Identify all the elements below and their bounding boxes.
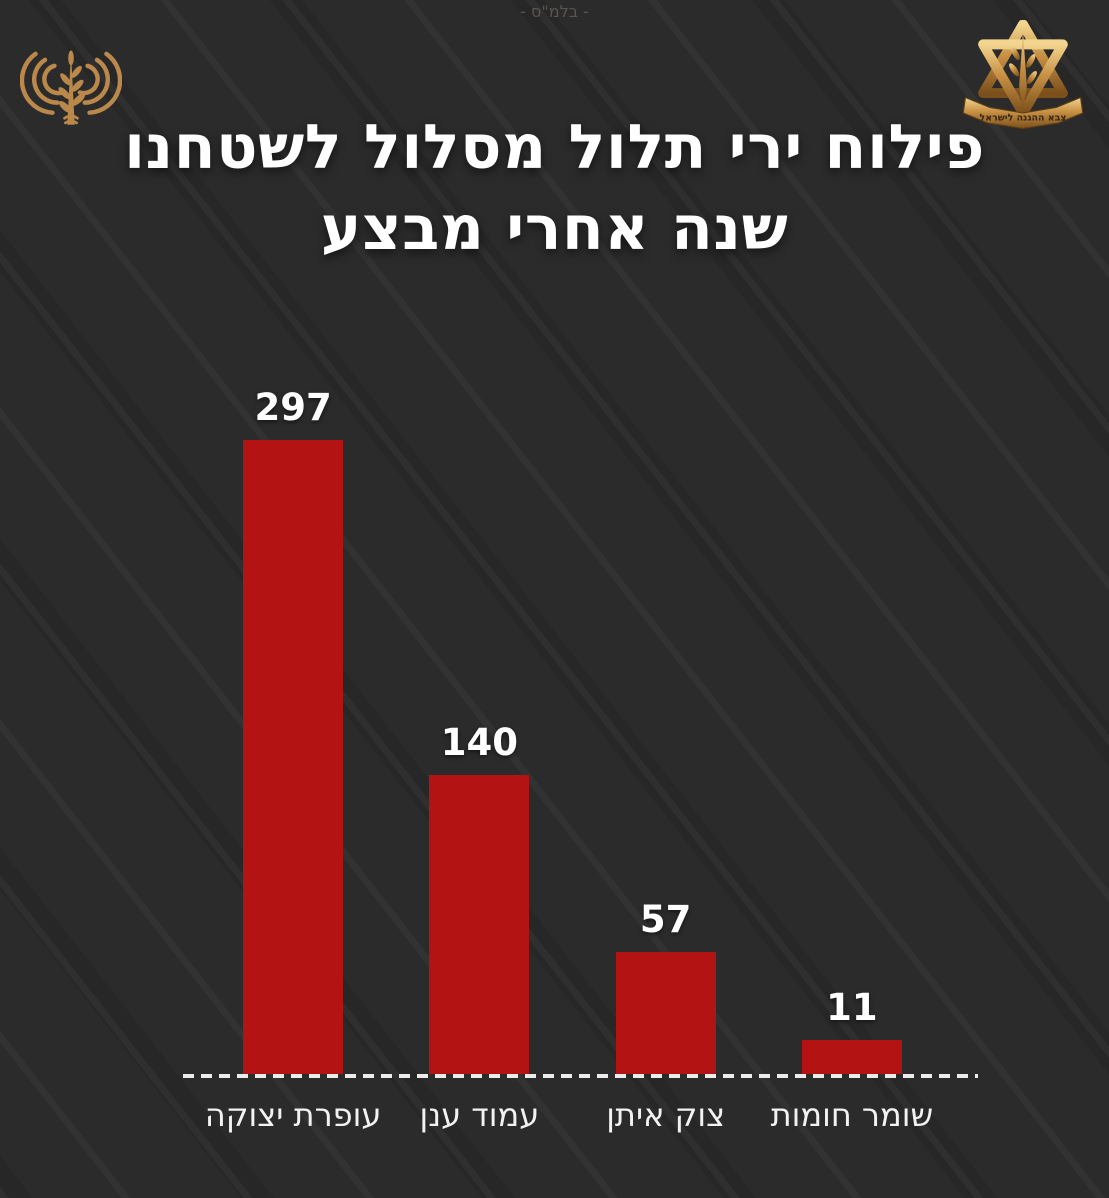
title-line-1: פילוח ירי תלול מסלול לשטחנו — [124, 112, 985, 183]
category-label: עופרת יצוקה — [204, 1096, 382, 1134]
category-label: צוק איתן — [606, 1096, 726, 1134]
axis-baseline — [183, 1074, 978, 1078]
bars-row: 297 140 57 11 — [200, 386, 945, 1074]
antenna-waves-icon — [20, 50, 122, 125]
bar-slot: 297 — [200, 386, 386, 1074]
idf-emblem-logo: צבא ההגנה לישראל — [950, 20, 1096, 144]
bar-slot: 11 — [759, 986, 945, 1074]
classification-text: - בלמ"ס - — [520, 2, 589, 21]
category-label: שומר חומות — [770, 1096, 934, 1134]
title-line-2: שנה אחרי מבצע — [320, 192, 789, 264]
bar-value-label: 140 — [440, 721, 518, 764]
bar — [429, 775, 530, 1074]
category-label: עמוד ענן — [419, 1096, 540, 1134]
bar-value-label: 297 — [254, 386, 332, 429]
idf-banner-text: צבא ההגנה לישראל — [980, 113, 1067, 124]
idf-emblem-icon: צבא ההגנה לישראל — [962, 20, 1084, 130]
bar — [801, 1040, 902, 1074]
bar-value-label: 11 — [826, 986, 878, 1029]
bar-slot: 57 — [573, 898, 759, 1074]
chart-title: פילוח ירי תלול מסלול לשטחנו שנה אחרי מבצ… — [0, 108, 1109, 269]
bar-value-label: 57 — [639, 898, 692, 941]
signal-corps-logo — [20, 26, 122, 140]
bar-slot: 140 — [386, 721, 572, 1074]
categories-row: עופרת יצוקה עמוד ענן צוק איתן שומר חומות — [200, 1096, 945, 1134]
bar — [615, 952, 716, 1074]
bar — [243, 440, 344, 1074]
